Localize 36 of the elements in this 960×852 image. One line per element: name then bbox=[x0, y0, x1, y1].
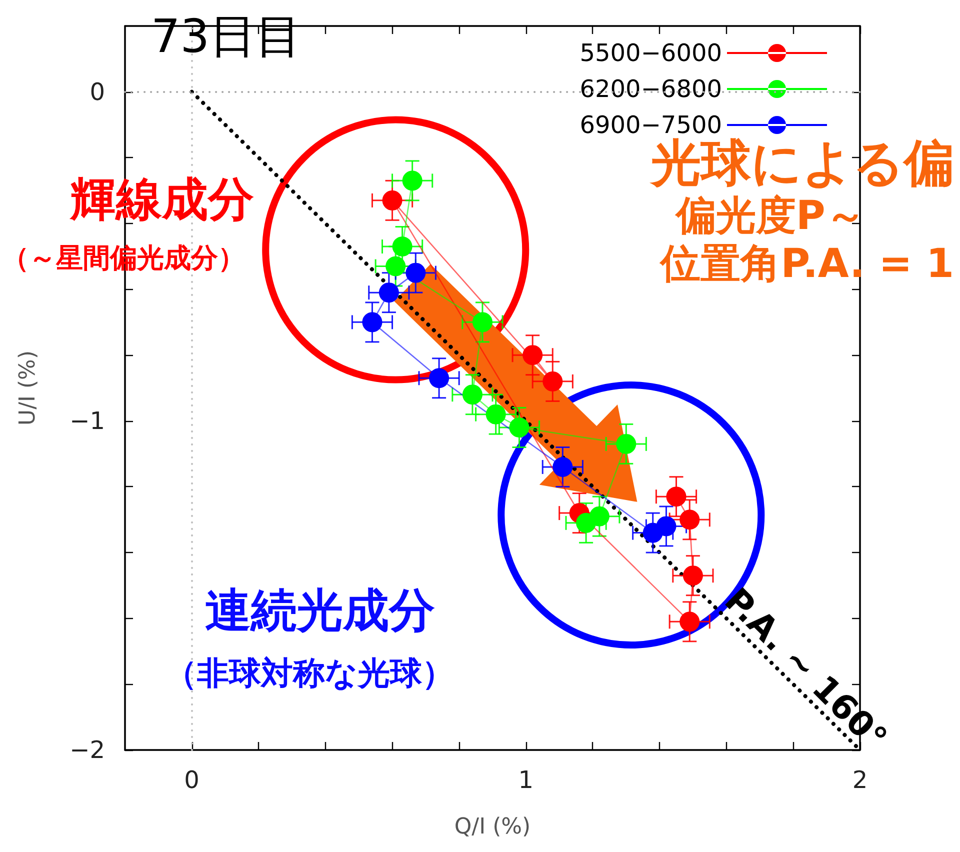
annotation: 偏光度P～ bbox=[676, 193, 866, 239]
y-axis-title: U/I (%) bbox=[16, 350, 40, 426]
legend-label: 6900−7500 bbox=[580, 111, 722, 139]
x-tick-label: 2 bbox=[852, 766, 868, 794]
point bbox=[386, 256, 406, 276]
legend-label: 6200−6800 bbox=[580, 75, 722, 103]
y-tick-label: −2 bbox=[70, 736, 105, 764]
point bbox=[656, 516, 676, 536]
point bbox=[472, 312, 492, 332]
point bbox=[680, 612, 700, 632]
point bbox=[680, 510, 700, 530]
point bbox=[576, 512, 596, 533]
point bbox=[462, 384, 482, 405]
point bbox=[392, 236, 412, 256]
annotation: （非球対称な光球） bbox=[165, 654, 454, 692]
x-tick-label: 1 bbox=[518, 766, 534, 794]
point bbox=[486, 404, 506, 424]
point bbox=[542, 371, 563, 392]
point bbox=[362, 312, 382, 332]
point bbox=[382, 190, 402, 210]
point bbox=[682, 566, 703, 586]
y-tick-label: −1 bbox=[70, 406, 105, 435]
x-tick-label: 0 bbox=[184, 766, 200, 794]
x-axis-title: Q/I (%) bbox=[454, 814, 531, 840]
legend-label: 5500−6000 bbox=[580, 39, 722, 67]
point bbox=[666, 486, 686, 507]
point bbox=[509, 417, 530, 438]
point bbox=[378, 282, 399, 303]
y-tick-label: 0 bbox=[90, 78, 105, 106]
point bbox=[429, 368, 450, 388]
point bbox=[522, 345, 543, 366]
point bbox=[406, 262, 426, 283]
point bbox=[616, 434, 636, 454]
point bbox=[552, 456, 573, 477]
point bbox=[402, 170, 422, 191]
annotation: 連続光成分 bbox=[205, 583, 435, 637]
